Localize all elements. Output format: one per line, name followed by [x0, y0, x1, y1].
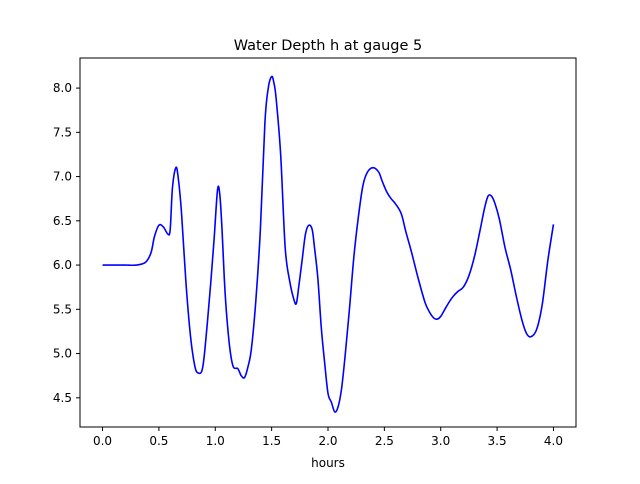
x-tick-label: 2.0 [318, 434, 337, 448]
y-tick-label: 4.5 [53, 391, 72, 405]
y-tick-label: 8.0 [53, 81, 72, 95]
x-axis-ticks: 0.0 0.5 1.0 1.5 2.0 2.5 3.0 3.5 4.0 [93, 427, 563, 448]
y-tick-label: 5.0 [53, 347, 72, 361]
y-tick-label: 6.0 [53, 258, 72, 272]
x-tick-label: 3.5 [488, 434, 507, 448]
axes-frame [79, 57, 577, 428]
x-tick-label: 4.0 [544, 434, 563, 448]
y-axis-ticks: 4.5 5.0 5.5 6.0 6.5 7.0 7.5 8.0 [53, 81, 80, 405]
y-tick-label: 7.5 [53, 125, 72, 139]
plot-area [102, 75, 555, 413]
y-tick-label: 6.5 [53, 214, 72, 228]
x-axis-label: hours [311, 456, 345, 470]
series-line [102, 75, 555, 413]
x-tick-label: 0.0 [93, 434, 112, 448]
x-tick-label: 2.5 [375, 434, 394, 448]
chart-title: Water Depth h at gauge 5 [234, 38, 422, 54]
y-tick-label: 5.5 [53, 302, 72, 316]
x-tick-label: 0.5 [149, 434, 168, 448]
x-tick-label: 1.0 [206, 434, 225, 448]
y-tick-label: 7.0 [53, 170, 72, 184]
x-tick-label: 3.0 [431, 434, 450, 448]
x-tick-label: 1.5 [262, 434, 281, 448]
